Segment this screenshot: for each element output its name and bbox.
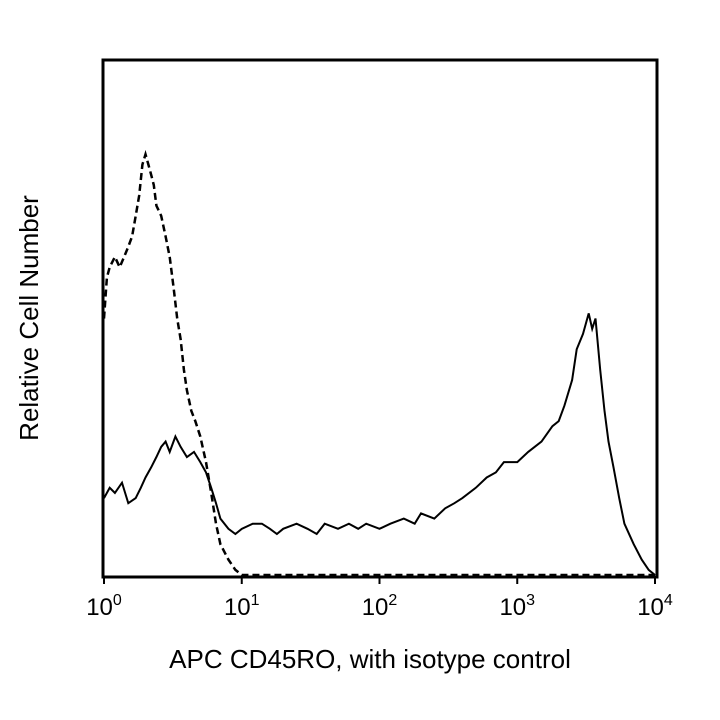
x-tick-label: 101 bbox=[224, 592, 260, 621]
x-tick-label: 102 bbox=[362, 592, 398, 621]
x-tick-label: 100 bbox=[86, 592, 122, 621]
x-axis-label: APC CD45RO, with isotype control bbox=[169, 644, 571, 674]
series-dashed-line bbox=[102, 149, 655, 577]
x-tick-label: 104 bbox=[637, 592, 673, 621]
y-axis-label: Relative Cell Number bbox=[14, 195, 44, 441]
series-layer bbox=[102, 149, 656, 577]
series-solid-line bbox=[103, 313, 656, 576]
plot-frame bbox=[101, 58, 659, 579]
x-tick-label: 103 bbox=[499, 592, 535, 621]
x-ticks: 100 101 102 103 104 bbox=[86, 577, 673, 621]
